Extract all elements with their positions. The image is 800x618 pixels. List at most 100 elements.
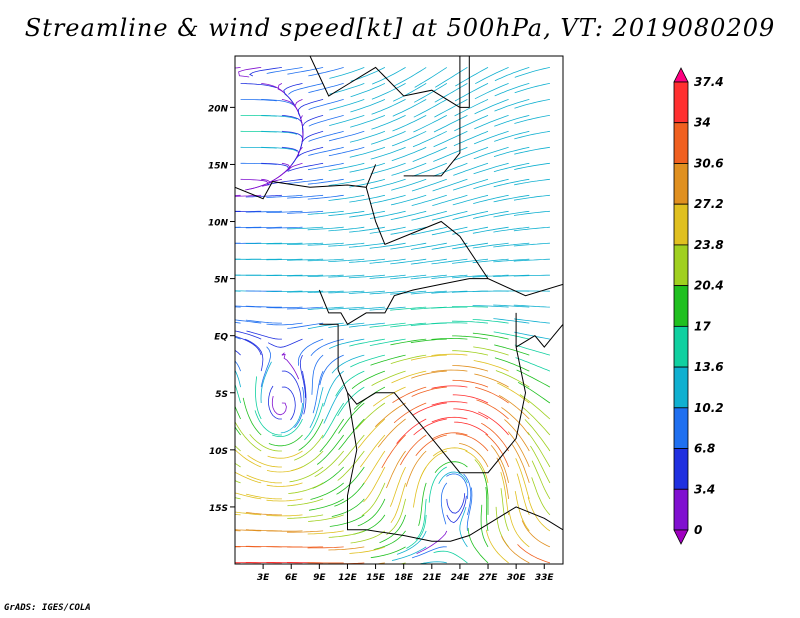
streamline xyxy=(238,67,262,78)
streamline xyxy=(308,514,344,522)
streamline xyxy=(288,83,324,95)
streamline xyxy=(287,290,324,293)
colorbar-segment xyxy=(673,203,689,246)
streamline xyxy=(521,406,551,436)
streamline xyxy=(514,130,550,140)
streamline xyxy=(414,67,448,88)
colorbar-label: 27.2 xyxy=(694,197,724,211)
lon-label: 27E xyxy=(479,573,499,583)
streamline xyxy=(235,492,262,500)
streamline xyxy=(414,83,448,103)
streamline xyxy=(406,514,427,549)
streamline xyxy=(294,387,305,428)
streamline xyxy=(272,418,303,438)
streamline xyxy=(411,194,447,206)
streamline xyxy=(433,115,468,133)
streamline xyxy=(371,99,406,115)
streamline xyxy=(329,130,365,142)
lat-label: 20N xyxy=(208,104,229,114)
streamline xyxy=(481,422,509,452)
streamline xyxy=(452,379,489,388)
streamline xyxy=(514,491,530,532)
streamline xyxy=(310,482,344,500)
streamline xyxy=(452,365,489,372)
streamline xyxy=(391,370,427,384)
streamline xyxy=(431,274,468,279)
colorbar-label: 23.8 xyxy=(694,238,724,252)
streamline xyxy=(375,402,406,428)
streamline xyxy=(271,396,287,416)
streamline xyxy=(287,210,324,214)
country-borders xyxy=(235,56,563,542)
colorbar-bottom-arrow xyxy=(673,529,689,545)
streamline xyxy=(452,210,489,220)
streamline xyxy=(413,466,427,508)
streamline xyxy=(277,147,303,179)
streamline xyxy=(485,487,489,531)
streamline xyxy=(433,550,468,564)
streamline xyxy=(308,130,344,142)
streamline xyxy=(493,304,530,308)
colorbar-segment xyxy=(673,448,689,490)
grads-credit: GrADS: IGES/COLA xyxy=(4,603,91,613)
streamline xyxy=(493,178,530,188)
streamline xyxy=(244,338,264,372)
streamline xyxy=(474,373,509,388)
streamline xyxy=(286,226,324,230)
streamline xyxy=(348,290,385,294)
streamline xyxy=(494,99,530,112)
streamline xyxy=(328,194,365,201)
streamline xyxy=(472,332,509,340)
streamline xyxy=(413,99,447,118)
streamline xyxy=(372,67,406,85)
streamline xyxy=(370,146,406,160)
streamline xyxy=(498,394,530,420)
lat-label: 5N xyxy=(214,276,228,286)
streamline xyxy=(245,226,282,229)
streamline xyxy=(261,99,297,108)
streamline xyxy=(307,178,344,185)
streamline xyxy=(247,454,282,468)
streamline xyxy=(328,146,365,157)
streamline xyxy=(459,443,489,468)
streamline xyxy=(438,471,468,484)
streamline xyxy=(371,83,406,100)
streamline xyxy=(513,274,550,277)
streamline xyxy=(314,450,345,478)
streamline xyxy=(235,330,262,340)
streamline xyxy=(501,407,530,436)
streamline xyxy=(328,210,365,216)
streamline xyxy=(280,402,303,434)
streamline xyxy=(288,482,324,494)
streamline xyxy=(517,544,551,564)
streamline xyxy=(287,322,324,329)
streamline xyxy=(390,306,427,311)
colorbar-segment xyxy=(673,285,689,327)
streamline xyxy=(465,450,489,483)
streamline xyxy=(235,319,262,324)
streamline xyxy=(310,338,344,356)
streamline xyxy=(329,83,365,95)
streamline xyxy=(319,418,345,453)
colorbar-label: 10.2 xyxy=(694,401,724,415)
lon-label: 24E xyxy=(451,573,471,583)
streamline xyxy=(494,130,530,142)
streamline xyxy=(266,322,303,326)
streamline xyxy=(473,346,509,356)
streamline xyxy=(482,471,489,515)
streamline xyxy=(391,162,427,176)
country-border xyxy=(347,392,563,542)
streamline xyxy=(254,410,282,436)
streamline xyxy=(357,498,386,527)
streamline xyxy=(452,350,489,356)
streamline xyxy=(377,418,406,448)
country-border xyxy=(318,278,488,325)
streamline xyxy=(349,210,385,218)
streamline xyxy=(351,370,386,390)
streamline xyxy=(287,530,324,533)
streamline xyxy=(381,434,406,469)
streamline xyxy=(370,546,406,559)
streamline xyxy=(452,394,489,404)
streamline xyxy=(307,290,344,293)
colorbar-segment xyxy=(673,81,689,124)
